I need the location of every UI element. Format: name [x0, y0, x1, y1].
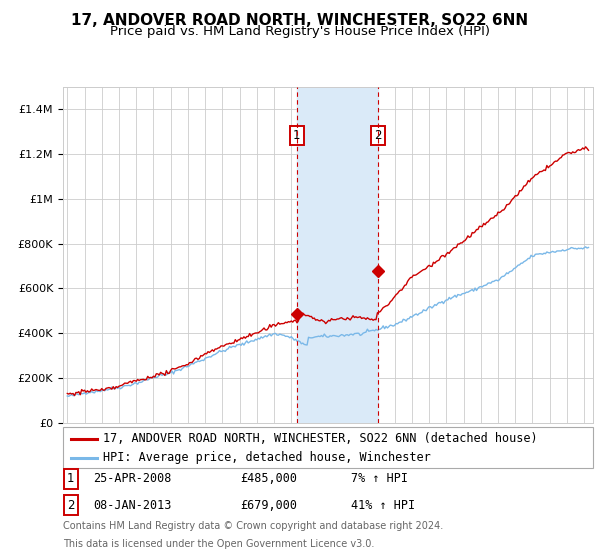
- Text: 2: 2: [374, 129, 382, 142]
- Text: HPI: Average price, detached house, Winchester: HPI: Average price, detached house, Winc…: [103, 451, 430, 464]
- Text: 7% ↑ HPI: 7% ↑ HPI: [351, 472, 408, 486]
- Text: This data is licensed under the Open Government Licence v3.0.: This data is licensed under the Open Gov…: [63, 539, 374, 549]
- Text: Contains HM Land Registry data © Crown copyright and database right 2024.: Contains HM Land Registry data © Crown c…: [63, 521, 443, 531]
- FancyBboxPatch shape: [63, 427, 593, 468]
- Text: £485,000: £485,000: [240, 472, 297, 486]
- Text: 17, ANDOVER ROAD NORTH, WINCHESTER, SO22 6NN: 17, ANDOVER ROAD NORTH, WINCHESTER, SO22…: [71, 13, 529, 28]
- Text: 25-APR-2008: 25-APR-2008: [93, 472, 172, 486]
- Text: 1: 1: [293, 129, 301, 142]
- Text: 2: 2: [67, 498, 74, 512]
- Text: 41% ↑ HPI: 41% ↑ HPI: [351, 498, 415, 512]
- Text: 1: 1: [67, 472, 74, 486]
- Bar: [297, 87, 378, 423]
- Text: 17, ANDOVER ROAD NORTH, WINCHESTER, SO22 6NN (detached house): 17, ANDOVER ROAD NORTH, WINCHESTER, SO22…: [103, 432, 538, 445]
- Text: Price paid vs. HM Land Registry's House Price Index (HPI): Price paid vs. HM Land Registry's House …: [110, 25, 490, 38]
- Text: 08-JAN-2013: 08-JAN-2013: [93, 498, 172, 512]
- Text: £679,000: £679,000: [240, 498, 297, 512]
